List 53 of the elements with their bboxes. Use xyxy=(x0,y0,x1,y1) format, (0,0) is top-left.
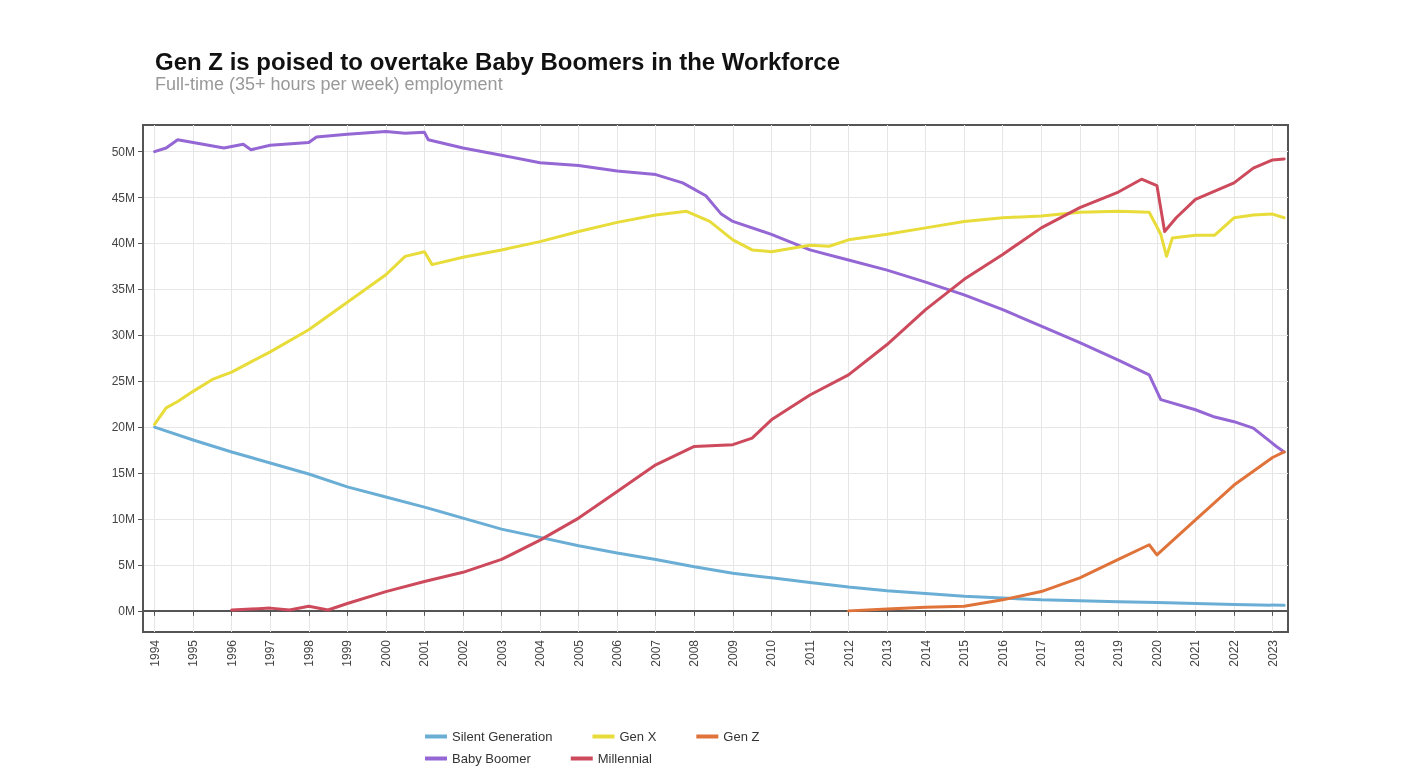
y-tick-label: 10M xyxy=(111,512,135,527)
x-tick-label: 2004 xyxy=(533,639,548,667)
x-tick-label: 1996 xyxy=(224,639,239,667)
x-tick-label: 2009 xyxy=(725,639,740,667)
x-tick-label: 1995 xyxy=(186,639,201,667)
x-tick-label: 2010 xyxy=(764,639,779,667)
y-tick-label: 5M xyxy=(118,557,135,572)
line-series xyxy=(153,209,1286,426)
x-tick-label: 1999 xyxy=(340,639,355,667)
x-tick-label: 2008 xyxy=(687,639,702,667)
x-tick-label: 2018 xyxy=(1072,639,1087,667)
legend-label: Gen X xyxy=(619,729,657,744)
y-tick-label: 15M xyxy=(111,466,135,481)
legend-label: Silent Generation xyxy=(452,729,553,744)
x-tick-label: 2003 xyxy=(494,639,509,667)
x-tick-label: 2015 xyxy=(957,639,972,667)
x-tick-label: 2019 xyxy=(1111,639,1126,667)
legend-label: Gen Z xyxy=(723,729,760,744)
x-tick-label: 2021 xyxy=(1188,639,1203,667)
line-series xyxy=(847,450,1286,613)
x-tick-label: 2020 xyxy=(1149,639,1164,667)
x-tick-label: 2011 xyxy=(802,639,817,666)
y-tick-label: 45M xyxy=(111,190,135,205)
x-tick-label: 2002 xyxy=(455,639,470,667)
y-tick-label: 30M xyxy=(111,328,135,343)
x-tick-label: 1997 xyxy=(263,639,278,667)
y-tick-label: 40M xyxy=(111,236,135,251)
chart-title: Gen Z is poised to overtake Baby Boomers in the Workforce xyxy=(155,47,841,75)
x-tick-label: 1994 xyxy=(147,639,162,667)
y-tick-label: 0M xyxy=(118,603,135,618)
line-series xyxy=(153,129,1286,454)
line-series xyxy=(230,157,1286,612)
x-tick-label: 2022 xyxy=(1227,639,1242,667)
x-tick-label: 2007 xyxy=(648,639,663,667)
x-tick-label: 2017 xyxy=(1034,639,1049,667)
legend-label: Baby Boomer xyxy=(452,751,532,766)
line-series xyxy=(153,425,1286,607)
x-tick-label: 2001 xyxy=(417,639,432,667)
y-tick-label: 25M xyxy=(111,374,135,389)
x-tick-label: 2023 xyxy=(1265,639,1280,667)
x-tick-label: 2016 xyxy=(995,639,1010,667)
x-tick-label: 2005 xyxy=(571,639,586,667)
legend-label: Millennial xyxy=(597,751,653,766)
chart-subtitle: Full-time (35+ hours per week) employment xyxy=(155,74,503,94)
x-tick-label: 2000 xyxy=(378,639,393,667)
y-tick-label: 20M xyxy=(111,420,135,435)
x-tick-label: 1998 xyxy=(301,639,316,667)
x-tick-label: 2014 xyxy=(918,639,933,667)
y-tick-label: 35M xyxy=(111,282,135,297)
x-tick-label: 2006 xyxy=(610,639,625,667)
x-tick-label: 2013 xyxy=(880,639,895,667)
x-tick-label: 2012 xyxy=(841,639,856,667)
y-tick-label: 50M xyxy=(111,144,135,159)
